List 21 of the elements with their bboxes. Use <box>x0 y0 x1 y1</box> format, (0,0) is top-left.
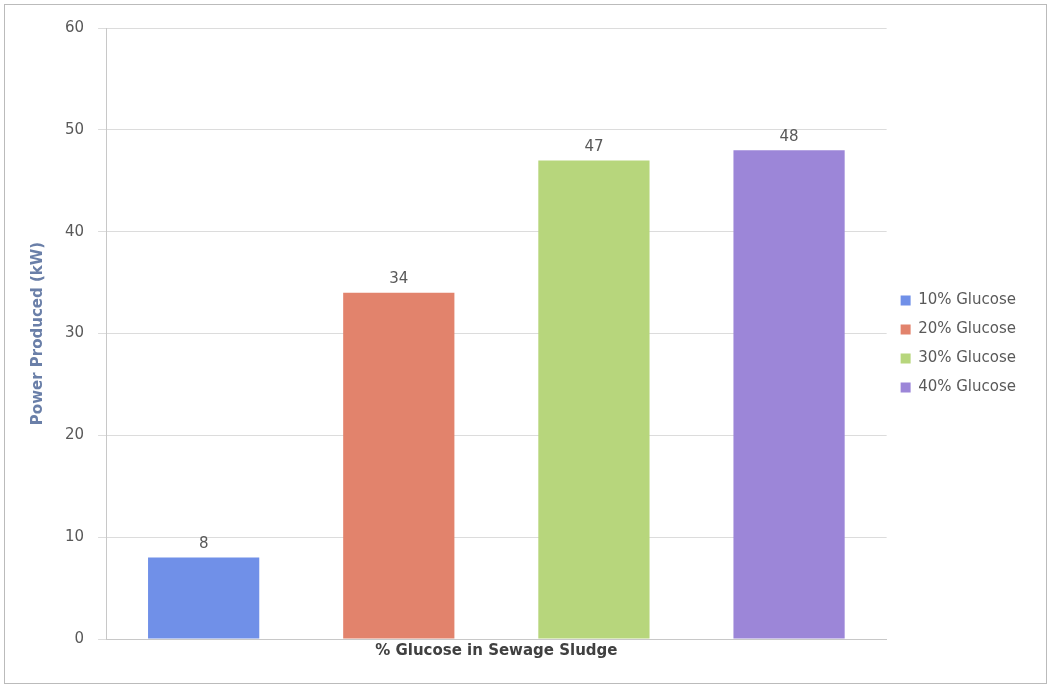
data-label: 48 <box>779 126 799 145</box>
legend-label: 40% Glucose <box>918 377 1016 396</box>
legend-label: 10% Glucose <box>918 290 1016 309</box>
x-tick-label: % Glucose in Sewage Sludge <box>375 640 618 659</box>
data-label: 8 <box>198 533 209 552</box>
y-axis-title: Power Produced (kW) <box>27 241 46 426</box>
bar <box>733 150 845 639</box>
y-tick-label: 0 <box>74 628 85 647</box>
bar <box>148 557 260 639</box>
y-tick-label: 30 <box>64 323 85 342</box>
legend-label: 30% Glucose <box>918 348 1016 367</box>
legend-label: 20% Glucose <box>918 319 1016 338</box>
data-label: 34 <box>389 269 409 288</box>
y-tick-label: 50 <box>64 119 85 138</box>
y-tick-label: 60 <box>64 17 85 36</box>
bar <box>343 292 455 639</box>
y-tick-label: 20 <box>64 425 85 444</box>
bar <box>538 160 650 639</box>
y-tick-label: 40 <box>64 221 85 240</box>
data-label: 47 <box>584 136 604 155</box>
y-tick-label: 10 <box>64 527 85 546</box>
